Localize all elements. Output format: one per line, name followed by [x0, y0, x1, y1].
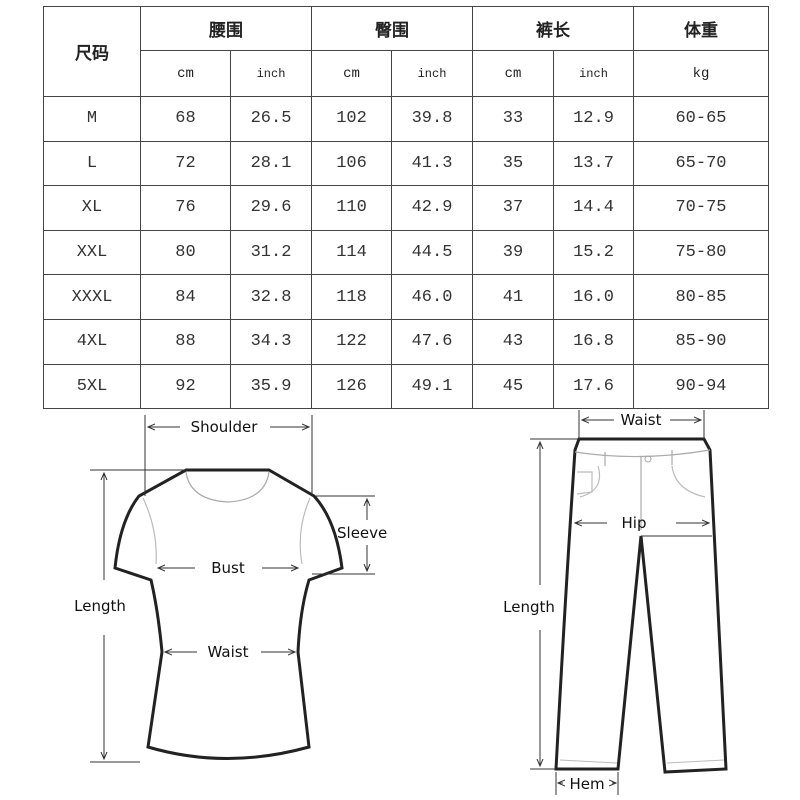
- value-cell: 35.9: [230, 363, 312, 410]
- value-cell: 39.8: [391, 96, 473, 142]
- value-cell: 114: [311, 229, 392, 276]
- value-cell: 28.1: [230, 140, 312, 187]
- table-row: 4XL 88 34.3 122 47.6 43 16.8 85-90: [43, 318, 769, 365]
- size-cell: 4XL: [43, 318, 141, 365]
- value-cell: 44.5: [391, 229, 473, 276]
- weight-header: 体重: [633, 6, 769, 51]
- value-cell: 68: [140, 96, 231, 142]
- sleeve-label: Sleeve: [337, 524, 387, 542]
- value-cell: 13.7: [553, 140, 634, 187]
- value-cell: 43: [472, 318, 554, 365]
- value-cell: 70-75: [633, 185, 769, 231]
- size-cell: XXXL: [43, 274, 141, 320]
- value-cell: 84: [140, 274, 231, 320]
- size-cell: 5XL: [43, 363, 141, 410]
- value-cell: 65-70: [633, 140, 769, 187]
- value-cell: 39: [472, 229, 554, 276]
- value-cell: 17.6: [553, 363, 634, 410]
- value-cell: 45: [472, 363, 554, 410]
- value-cell: 46.0: [391, 274, 473, 320]
- tshirt-collar: [185, 471, 270, 503]
- pants-waist-label: Waist: [621, 411, 662, 429]
- value-cell: 106: [311, 140, 392, 187]
- shoulder-label: Shoulder: [191, 418, 259, 436]
- length-header: 裤长: [472, 6, 634, 51]
- unit-header: cm: [472, 50, 554, 97]
- unit-header: cm: [311, 50, 392, 97]
- size-header: 尺码: [43, 6, 141, 97]
- waist-header: 腰围: [140, 6, 312, 51]
- value-cell: 32.8: [230, 274, 312, 320]
- hip-label: Hip: [622, 514, 647, 532]
- value-cell: 122: [311, 318, 392, 365]
- value-cell: 15.2: [553, 229, 634, 276]
- value-cell: 16.0: [553, 274, 634, 320]
- tshirt-length-label: Length: [74, 597, 126, 615]
- tshirt-waist-label: Waist: [208, 643, 249, 661]
- unit-header: inch: [230, 50, 312, 97]
- tshirt-outline: [113, 468, 344, 760]
- pants-outline: [554, 437, 728, 774]
- value-cell: 92: [140, 363, 231, 410]
- pants-diagram: [530, 410, 728, 795]
- value-cell: 60-65: [633, 96, 769, 142]
- unit-header: inch: [391, 50, 473, 97]
- value-cell: 33: [472, 96, 554, 142]
- value-cell: 80: [140, 229, 231, 276]
- value-cell: 47.6: [391, 318, 473, 365]
- value-cell: 12.9: [553, 96, 634, 142]
- table-row: XXXL 84 32.8 118 46.0 41 16.0 80-85: [43, 274, 769, 320]
- value-cell: 80-85: [633, 274, 769, 320]
- bust-label: Bust: [211, 559, 245, 577]
- unit-header: kg: [633, 50, 769, 97]
- value-cell: 76: [140, 185, 231, 231]
- pants-length-label: Length: [503, 598, 555, 616]
- value-cell: 102: [311, 96, 392, 142]
- table-row: XL 76 29.6 110 42.9 37 14.4 70-75: [43, 185, 769, 231]
- value-cell: 85-90: [633, 318, 769, 365]
- value-cell: 14.4: [553, 185, 634, 231]
- value-cell: 72: [140, 140, 231, 187]
- value-cell: 88: [140, 318, 231, 365]
- size-chart-table: 尺码 腰围 臀围 裤长 体重 cm inch cm inch cm inch k…: [43, 6, 769, 410]
- size-cell: XL: [43, 185, 141, 231]
- table-row: XXL 80 31.2 114 44.5 39 15.2 75-80: [43, 229, 769, 276]
- value-cell: 41: [472, 274, 554, 320]
- value-cell: 90-94: [633, 363, 769, 410]
- tshirt-diagram: [90, 415, 375, 763]
- unit-header: inch: [553, 50, 634, 97]
- hem-label: Hem: [569, 775, 604, 793]
- table-row: 5XL 92 35.9 126 49.1 45 17.6 90-94: [43, 363, 769, 410]
